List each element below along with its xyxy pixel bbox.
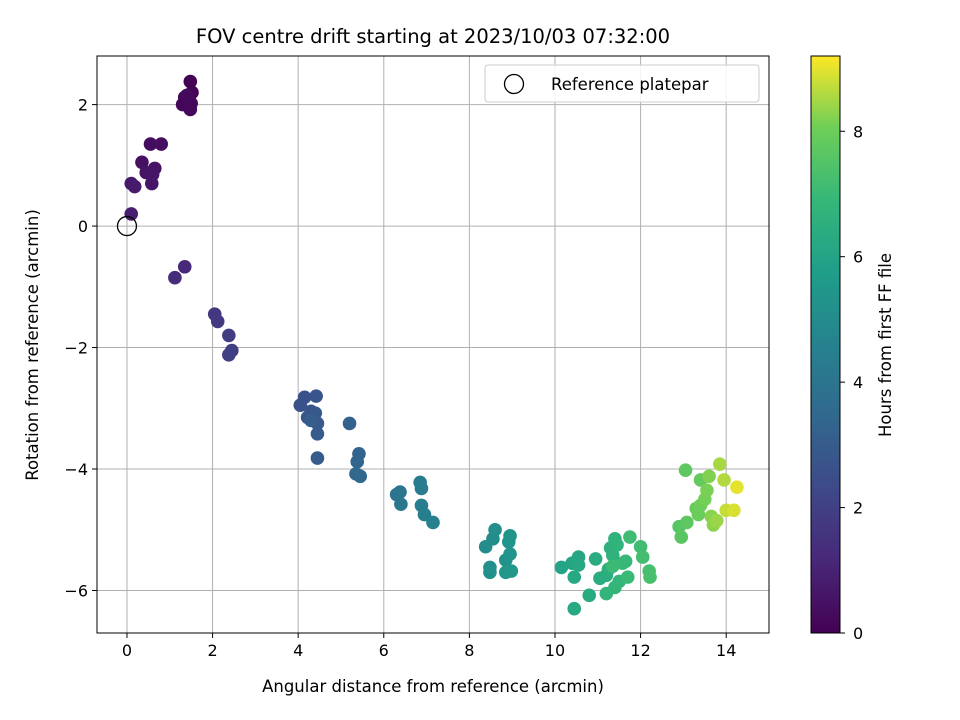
data-point [309, 389, 323, 403]
data-point [350, 454, 365, 469]
data-point [727, 503, 741, 518]
x-tick-label: 4 [293, 641, 303, 660]
data-point [712, 457, 727, 471]
data-point [342, 416, 357, 431]
data-point [488, 522, 502, 537]
data-point [210, 314, 225, 329]
data-point [623, 530, 637, 544]
data-point [177, 259, 192, 274]
data-point [394, 497, 408, 512]
legend-box [484, 64, 760, 103]
data-point [127, 179, 142, 194]
data-point [554, 560, 569, 575]
data-point [222, 328, 236, 343]
reference-platepar-marker [116, 215, 138, 237]
colorbar-tick-label: 0 [853, 624, 863, 643]
y-tick-label: 0 [78, 217, 88, 236]
data-point [310, 451, 325, 465]
data-point [353, 469, 368, 484]
data-point [571, 558, 586, 572]
data-point [297, 390, 312, 405]
data-point [709, 513, 724, 528]
data-point [700, 483, 714, 498]
reference-marker-group [116, 215, 138, 237]
data-point [393, 485, 407, 499]
data-point [588, 552, 603, 566]
y-axis-label: Rotation from reference (arcmin) [23, 209, 42, 481]
x-tick-label: 12 [630, 641, 650, 660]
x-tick-label: 2 [207, 641, 217, 660]
data-point [582, 588, 597, 603]
data-point [730, 480, 744, 495]
colorbar-tick-label: 8 [853, 122, 863, 141]
data-point [180, 88, 194, 103]
colorbar-tick-label: 2 [853, 499, 863, 518]
data-point [702, 469, 716, 484]
x-tick-label: 14 [716, 641, 736, 660]
data-point [680, 515, 694, 530]
x-tick-label: 6 [379, 641, 389, 660]
data-point [417, 507, 432, 522]
data-point [144, 176, 159, 191]
y-axis-ticks: −6 −4 −2 0 2 [64, 96, 97, 600]
legend: Reference platepar [484, 64, 760, 103]
data-point [483, 565, 497, 580]
data-point [154, 137, 169, 151]
colorbar-label: Hours from first FF file [876, 253, 895, 437]
data-point [426, 515, 440, 530]
y-tick-label: −6 [64, 581, 88, 600]
y-tick-label: −2 [64, 339, 88, 358]
y-tick-label: −4 [64, 460, 88, 479]
x-tick-label: 10 [545, 641, 565, 660]
data-point [222, 348, 236, 362]
y-tick-label: 2 [78, 96, 88, 115]
data-point [304, 413, 318, 428]
data-point [605, 559, 620, 573]
x-axis-label: Angular distance from reference (arcmin) [262, 677, 604, 696]
legend-reference-marker [503, 73, 525, 95]
data-point [501, 535, 516, 549]
data-point [183, 102, 198, 117]
data-point [620, 570, 635, 584]
data-point [610, 538, 624, 552]
colorbar-tick-label: 4 [853, 373, 863, 392]
data-point [504, 564, 519, 578]
data-point [310, 426, 325, 441]
data-point [567, 601, 582, 616]
data-point [143, 137, 158, 151]
x-tick-label: 8 [464, 641, 474, 660]
data-point [674, 530, 689, 544]
data-point [678, 463, 693, 478]
data-point [168, 270, 182, 285]
colorbar-ticks: 0 2 4 6 8 [840, 122, 863, 643]
data-point [567, 570, 582, 584]
data-points [124, 74, 744, 616]
x-axis-ticks: 0 2 4 6 8 10 12 14 [122, 633, 736, 660]
data-point [643, 570, 657, 584]
data-point [414, 481, 429, 496]
plot-frame [96, 55, 770, 634]
data-point [635, 550, 650, 564]
colorbar: 0 2 4 6 8 Hours from first FF file [810, 55, 895, 643]
colorbar-tick-label: 6 [853, 248, 863, 267]
data-point [503, 547, 517, 561]
data-point [124, 207, 139, 221]
x-tick-label: 0 [122, 641, 132, 660]
colorbar-gradient [810, 55, 841, 634]
data-point [183, 74, 198, 89]
data-point [633, 539, 648, 554]
chart-title: FOV centre drift starting at 2023/10/03 … [196, 25, 670, 48]
legend-label: Reference platepar [551, 75, 709, 94]
grid-lines [97, 56, 769, 633]
data-point [605, 548, 620, 563]
data-point [135, 155, 149, 170]
data-point [618, 554, 633, 569]
data-point [717, 473, 731, 487]
